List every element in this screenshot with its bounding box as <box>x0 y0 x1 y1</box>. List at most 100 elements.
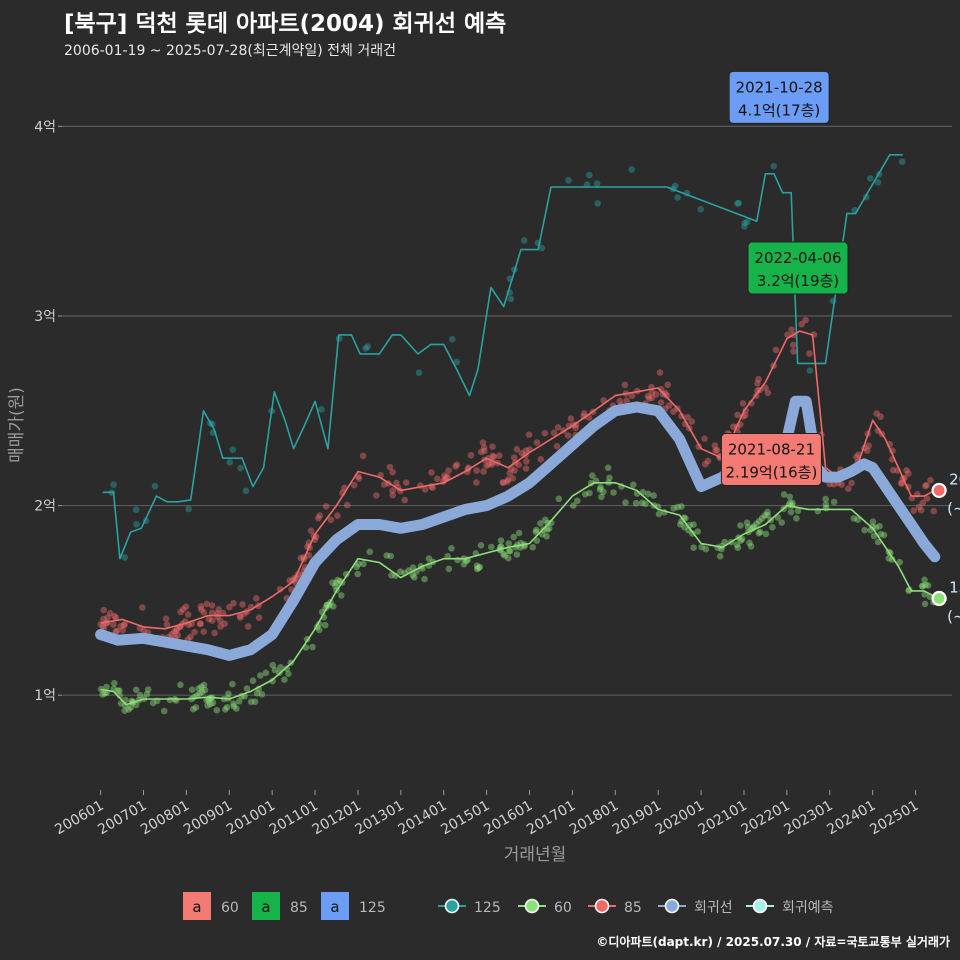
s60-point <box>473 565 481 573</box>
legend-key-glyph: a <box>192 898 201 916</box>
annotation-date: 2022-04-06 <box>754 249 841 267</box>
s60-point <box>230 700 237 707</box>
s60-point <box>476 563 484 571</box>
s85-point <box>100 606 107 614</box>
s85-point <box>200 609 208 616</box>
s60-point <box>243 685 251 692</box>
s60-point <box>277 664 284 671</box>
s125-point <box>672 182 679 190</box>
legend-label: 회귀선 <box>694 900 733 916</box>
s60-point <box>764 508 771 516</box>
s60-point <box>149 699 157 707</box>
s60-point <box>204 702 211 709</box>
s125-point <box>735 199 742 207</box>
s60-point <box>477 542 485 549</box>
s85-point <box>252 595 260 602</box>
s60-point <box>513 551 521 558</box>
s60-point <box>121 707 128 714</box>
s125-point <box>121 554 128 561</box>
s85-point <box>441 472 448 479</box>
x-tick-label: 202501 <box>867 798 921 839</box>
source-caption: ©디아파트(dapt.kr) / 2025.07.30 / 자료=국토교통부 실… <box>596 935 950 949</box>
s60-point <box>755 529 763 537</box>
forecast-marker <box>931 482 947 499</box>
s85-point <box>236 612 244 620</box>
s85-point <box>208 617 216 624</box>
x-tick-label: 201101 <box>267 798 321 839</box>
s60-point <box>99 691 106 698</box>
s85-point <box>429 484 437 492</box>
s125-point <box>538 244 545 252</box>
s85-point <box>702 460 709 468</box>
s60-point <box>606 474 613 482</box>
s85-point <box>712 447 719 454</box>
s60-point <box>642 500 649 508</box>
s85-point <box>688 418 695 425</box>
s85-point <box>730 423 737 431</box>
s85-point <box>845 485 852 493</box>
s85-point <box>174 632 182 639</box>
s60-point <box>919 583 926 590</box>
x-tick-label: 200801 <box>138 798 192 839</box>
s60-point <box>885 555 893 562</box>
s85-point <box>889 466 897 474</box>
s85-point <box>473 479 480 486</box>
s85-point <box>511 467 518 474</box>
s60-point <box>780 491 788 498</box>
s60-point <box>600 488 607 496</box>
s60-point <box>533 526 540 534</box>
s85-point <box>100 615 107 623</box>
s60-point <box>747 543 755 550</box>
s60-point <box>622 499 629 506</box>
s85-point <box>567 415 575 422</box>
s85-point <box>393 479 400 487</box>
s85-point <box>789 341 797 349</box>
s125-point <box>898 158 906 165</box>
s60-point <box>203 697 210 704</box>
s85-point <box>111 612 118 620</box>
s60-point <box>880 531 888 539</box>
s60-point <box>505 540 513 547</box>
s60-point <box>529 544 537 551</box>
x-tick-label: 201201 <box>310 798 364 839</box>
chart-subtitle: 2006-01-19 ~ 2025-07-28(최근계약일) 전체 거래건 <box>64 43 396 59</box>
s85-point <box>453 461 461 469</box>
s85-point <box>307 527 315 534</box>
s60-point <box>101 690 108 697</box>
s85-point <box>704 457 712 465</box>
s85-point <box>616 397 624 405</box>
x-tick-label: 202101 <box>696 798 750 839</box>
s85-point <box>421 486 429 493</box>
s85-point <box>657 399 665 406</box>
x-tick-label: 201501 <box>438 798 492 839</box>
s125-point <box>594 200 601 207</box>
s60-point <box>541 516 549 524</box>
s60-point <box>271 666 279 674</box>
s60-point <box>876 522 883 530</box>
s85-point <box>106 609 114 617</box>
s85-point <box>510 454 518 461</box>
s125-point <box>744 218 751 226</box>
s60-point <box>850 515 858 522</box>
s60-point <box>198 683 205 691</box>
s60-point <box>309 643 316 651</box>
legend-key-glyph: a <box>330 898 339 916</box>
s85-point <box>112 628 120 635</box>
s85-point <box>276 586 284 593</box>
s60-point <box>755 517 763 525</box>
s125-point <box>133 521 140 528</box>
s85-point <box>930 507 937 515</box>
s85-point <box>581 410 588 417</box>
x-tick-label: 201901 <box>610 798 664 839</box>
legend-label: 60 <box>221 900 239 916</box>
s125-point <box>415 369 423 377</box>
s85-point <box>172 627 180 635</box>
legend-key-box <box>183 892 211 920</box>
legend-key-marker <box>752 898 768 914</box>
x-tick-label: 202001 <box>653 798 707 839</box>
y-axis-title: 매매가(원) <box>7 387 27 463</box>
s60-point <box>247 698 255 706</box>
s60-point <box>189 705 197 713</box>
s125-point <box>593 180 601 187</box>
s85-point <box>334 512 341 519</box>
